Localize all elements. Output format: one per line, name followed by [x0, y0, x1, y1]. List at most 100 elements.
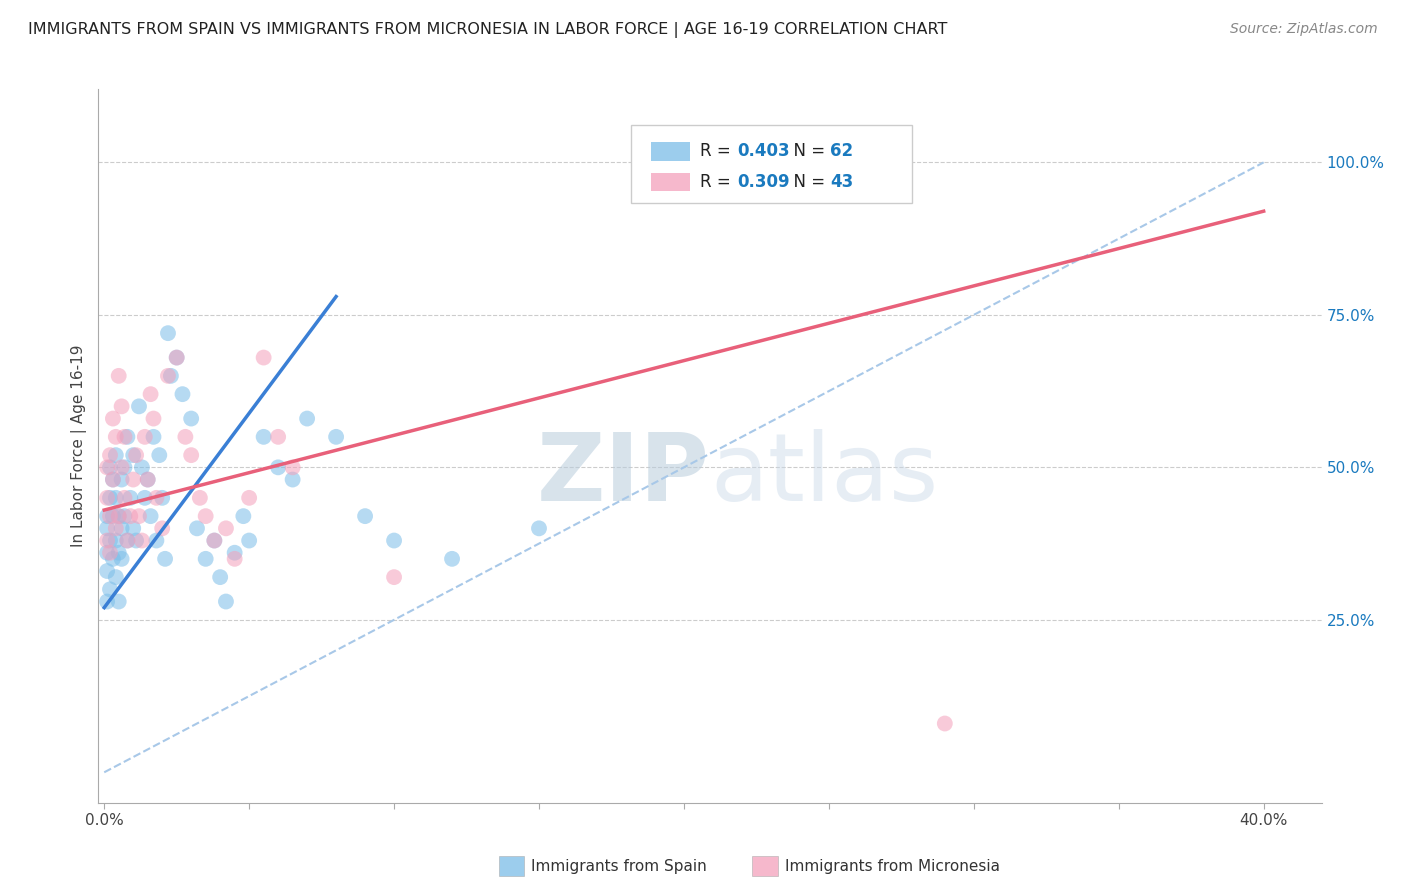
Point	[267, 430, 290, 444]
Point	[188, 491, 211, 505]
Point	[96, 509, 118, 524]
Point	[142, 411, 165, 425]
Point	[145, 491, 167, 505]
Text: atlas: atlas	[710, 428, 938, 521]
Point	[281, 473, 304, 487]
Y-axis label: In Labor Force | Age 16-19: In Labor Force | Age 16-19	[72, 344, 87, 548]
Point	[134, 491, 156, 505]
Point	[98, 448, 121, 462]
Point	[104, 430, 127, 444]
Point	[202, 533, 225, 548]
Point	[156, 368, 179, 383]
Point	[128, 509, 150, 524]
Point	[104, 533, 127, 548]
Text: Immigrants from Micronesia: Immigrants from Micronesia	[785, 859, 1000, 873]
Point	[98, 509, 121, 524]
Point	[107, 509, 129, 524]
Point	[215, 594, 238, 608]
Point	[209, 570, 232, 584]
Point	[150, 521, 173, 535]
Point	[325, 430, 347, 444]
Point	[122, 448, 145, 462]
Point	[232, 509, 254, 524]
Point	[142, 430, 165, 444]
Point	[104, 448, 127, 462]
Point	[120, 491, 142, 505]
Point	[117, 533, 139, 548]
Point	[117, 533, 139, 548]
Point	[527, 521, 550, 535]
Point	[382, 533, 405, 548]
Point	[156, 326, 179, 341]
Text: 62: 62	[830, 143, 853, 161]
Point	[139, 509, 162, 524]
Text: Source: ZipAtlas.com: Source: ZipAtlas.com	[1230, 22, 1378, 37]
Point	[96, 460, 118, 475]
Point	[107, 546, 129, 560]
Point	[101, 473, 124, 487]
Point	[104, 491, 127, 505]
Point	[98, 460, 121, 475]
Point	[125, 533, 148, 548]
Point	[96, 594, 118, 608]
Point	[96, 533, 118, 548]
Point	[186, 521, 208, 535]
FancyBboxPatch shape	[630, 125, 912, 203]
Text: N =: N =	[783, 173, 831, 191]
Point	[136, 473, 159, 487]
Point	[238, 491, 260, 505]
Point	[180, 448, 202, 462]
Point	[139, 387, 162, 401]
Point	[153, 551, 176, 566]
Point	[194, 509, 217, 524]
Point	[101, 551, 124, 566]
Text: IMMIGRANTS FROM SPAIN VS IMMIGRANTS FROM MICRONESIA IN LABOR FORCE | AGE 16-19 C: IMMIGRANTS FROM SPAIN VS IMMIGRANTS FROM…	[28, 22, 948, 38]
Point	[114, 460, 136, 475]
Text: 0.403: 0.403	[737, 143, 790, 161]
Point	[96, 546, 118, 560]
Point	[125, 448, 148, 462]
Point	[172, 387, 194, 401]
Point	[150, 491, 173, 505]
Point	[110, 460, 132, 475]
Point	[224, 546, 246, 560]
Point	[104, 570, 127, 584]
Point	[238, 533, 260, 548]
Point	[128, 400, 150, 414]
Point	[114, 491, 136, 505]
Point	[98, 491, 121, 505]
Point	[114, 430, 136, 444]
Point	[253, 430, 276, 444]
Point	[166, 351, 188, 365]
Point	[101, 473, 124, 487]
Text: 43: 43	[830, 173, 853, 191]
Point	[148, 448, 170, 462]
Point	[114, 509, 136, 524]
Point	[934, 716, 956, 731]
Point	[110, 521, 132, 535]
Point	[98, 582, 121, 597]
Point	[174, 430, 197, 444]
Point	[96, 491, 118, 505]
Point	[131, 533, 153, 548]
Point	[354, 509, 377, 524]
Point	[101, 411, 124, 425]
Point	[215, 521, 238, 535]
Point	[122, 473, 145, 487]
Point	[180, 411, 202, 425]
Point	[110, 400, 132, 414]
Point	[253, 351, 276, 365]
Point	[96, 564, 118, 578]
Point	[107, 509, 129, 524]
Point	[295, 411, 318, 425]
Point	[96, 521, 118, 535]
Point	[110, 551, 132, 566]
Text: ZIP: ZIP	[537, 428, 710, 521]
Point	[98, 533, 121, 548]
Point	[117, 430, 139, 444]
Point	[98, 546, 121, 560]
Point	[110, 473, 132, 487]
Point	[267, 460, 290, 475]
Text: R =: R =	[700, 143, 737, 161]
Point	[136, 473, 159, 487]
